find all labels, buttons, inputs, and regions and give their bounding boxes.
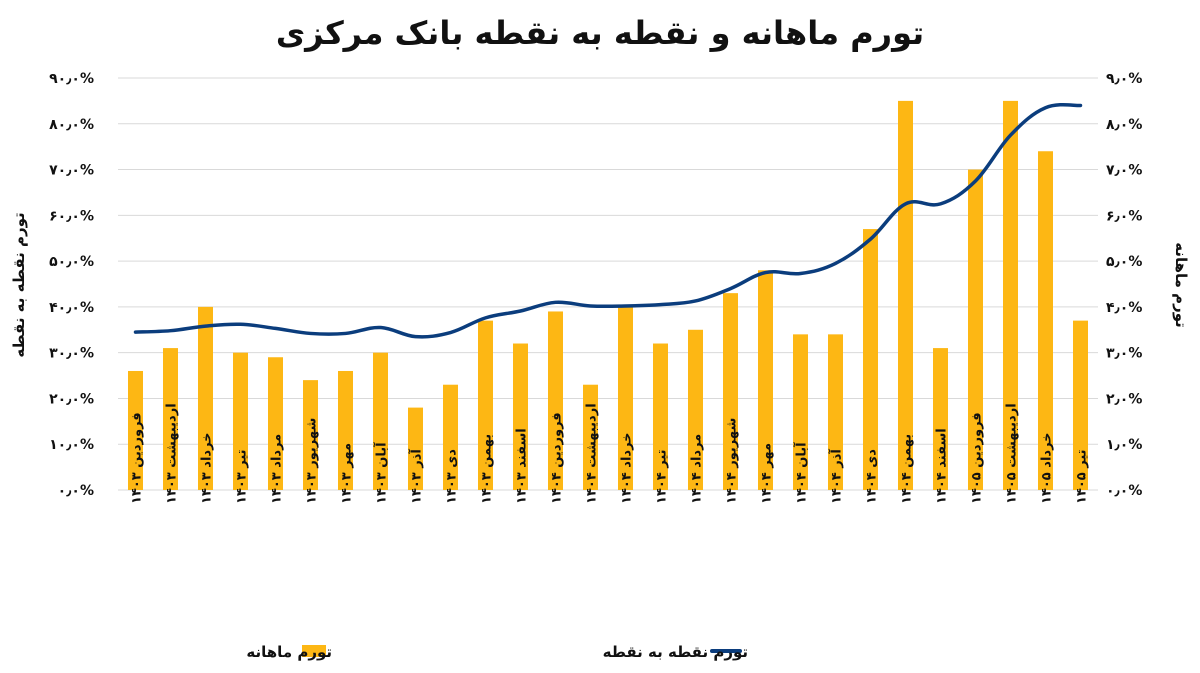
left-tick-label: ۳۰٫۰% [49,346,94,362]
legend: تورم ماهانه تورم نقطه به نقطه [246,643,748,661]
left-tick-label: ۱۰٫۰% [49,437,94,453]
x-tick-label: آبان ۱۴۰۴ [793,442,810,504]
x-tick-label: مرداد ۱۴۰۴ [690,434,705,504]
bar-series [128,100,1088,491]
left-axis-ticks: ۰٫۰% ۱۰٫۰% ۲۰٫۰% ۳۰٫۰% ۴۰٫۰% ۵۰٫۰% ۶۰٫۰% ۷۰٫۰% ۸… [49,71,94,499]
left-tick-label: ۹۰٫۰% [49,71,94,87]
x-axis-ticks: فروردین ۱۴۰۳ اردیبهشت ۱۴۰۳ خرداد ۱۴۰۳ تیر ۱… [130,403,1090,504]
left-tick-label: ۰٫۰% [58,483,94,499]
x-tick-label: شهریور ۱۴۰۳ [305,418,320,504]
bar [198,306,213,490]
bar [338,370,353,490]
x-tick-label: خرداد ۱۴۰۳ [200,432,215,504]
bar [583,384,598,490]
x-tick-label: مهر ۱۴۰۳ [340,443,355,504]
bar [268,357,283,490]
bar [548,311,563,490]
right-tick-label: ۲٫۰% [1106,391,1142,407]
bar [1073,320,1088,490]
bar [233,352,248,490]
x-tick-label: تیر ۱۴۰۳ [235,449,250,504]
left-axis-label: تورم نقطه به نقطه [10,212,28,357]
bar [443,384,458,490]
x-tick-label: اردیبهشت ۱۴۰۵ [1005,403,1020,504]
left-tick-label: ۶۰٫۰% [49,208,94,224]
x-tick-label: بهمن ۱۴۰۳ [480,434,495,504]
bar [933,348,948,490]
x-tick-label: اردیبهشت ۱۴۰۴ [585,403,600,504]
right-tick-label: ۷٫۰% [1106,163,1142,179]
x-tick-label: فروردین ۱۴۰۴ [550,412,565,504]
right-tick-label: ۳٫۰% [1106,346,1142,362]
x-tick-label: اسفند ۱۴۰۳ [515,428,530,504]
right-tick-label: ۶٫۰% [1106,208,1142,224]
x-tick-label: شهریور ۱۴۰۴ [725,418,740,504]
bar [723,293,738,490]
x-tick-label: آبان ۱۴۰۳ [373,442,390,504]
bar [1038,151,1053,490]
left-tick-label: ۲۰٫۰% [49,391,94,407]
x-tick-label: تیر ۱۴۰۵ [1075,449,1090,504]
bar [513,343,528,490]
legend-bar-swatch [302,645,326,657]
bar [163,348,178,490]
bar [653,343,668,490]
chart-title: تورم ماهانه و نقطه به نقطه بانک مرکزی [275,14,925,52]
x-tick-label: مرداد ۱۴۰۳ [270,434,285,504]
x-tick-label: دی ۱۴۰۴ [865,449,880,504]
x-tick-label: فروردین ۱۴۰۵ [970,412,985,504]
right-tick-label: ۵٫۰% [1106,254,1142,270]
right-tick-label: ۴٫۰% [1106,300,1142,316]
line-path [133,103,1083,339]
legend-bar-label: تورم ماهانه [246,643,332,661]
bar [968,169,983,491]
legend-line-label: تورم نقطه به نقطه [603,643,748,661]
bar [408,407,423,490]
x-tick-label: اردیبهشت ۱۴۰۳ [165,403,180,504]
right-axis-ticks: ۰٫۰% ۱٫۰% ۲٫۰% ۳٫۰% ۴٫۰% ۵٫۰% ۶٫۰% ۷٫۰% ۸٫۰% ۹٫۰% [1106,71,1142,499]
x-tick-label: خرداد ۱۴۰۴ [620,432,635,504]
bar [618,306,633,490]
bar [128,370,143,490]
bar [793,334,808,490]
left-tick-label: ۸۰٫۰% [49,117,94,133]
right-tick-label: ۱٫۰% [1106,437,1142,453]
x-tick-label: آذر ۱۴۰۴ [828,449,845,504]
right-tick-label: ۸٫۰% [1106,117,1142,133]
bar [478,320,493,490]
grid-lines [118,77,1098,491]
x-tick-label: اسفند ۱۴۰۴ [935,428,950,504]
left-tick-label: ۴۰٫۰% [49,300,94,316]
bar [863,229,878,491]
bar [828,334,843,490]
line-series [133,103,1083,339]
bar [373,352,388,490]
left-tick-label: ۵۰٫۰% [49,254,94,270]
bar [758,270,773,490]
left-tick-label: ۷۰٫۰% [49,163,94,179]
x-tick-label: مهر ۱۴۰۴ [760,443,775,504]
right-tick-label: ۹٫۰% [1106,71,1142,87]
bar [1003,100,1018,490]
x-tick-label: دی ۱۴۰۳ [445,449,460,504]
bar [688,329,703,490]
x-tick-label: آذر ۱۴۰۳ [408,449,425,504]
right-tick-label: ۰٫۰% [1106,483,1142,499]
right-axis-label: تورم ماهانه [1172,242,1190,328]
x-tick-label: بهمن ۱۴۰۴ [900,434,915,504]
x-tick-label: خرداد ۱۴۰۵ [1040,432,1055,504]
bar [303,380,318,490]
x-tick-label: تیر ۱۴۰۴ [655,449,670,504]
x-tick-label: فروردین ۱۴۰۳ [130,412,145,504]
bar [898,100,913,490]
